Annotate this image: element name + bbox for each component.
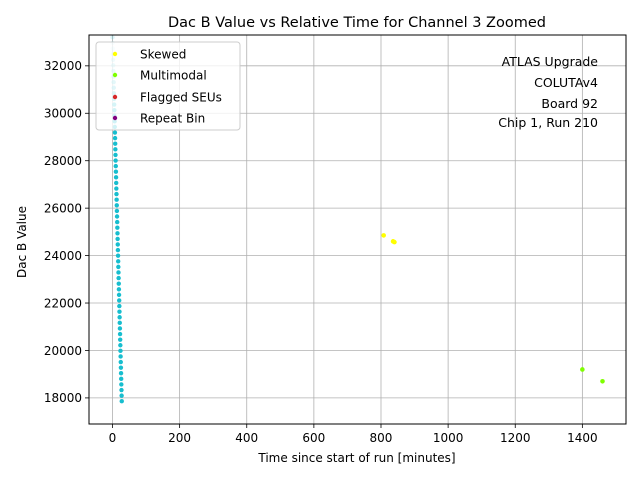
main-data-point — [114, 191, 119, 197]
main-data-point — [115, 225, 120, 230]
main-data-point — [117, 315, 122, 320]
x-tick-label: 1000 — [433, 431, 464, 445]
x-axis-label: Time since start of run [minutes] — [257, 451, 455, 465]
main-data-point — [117, 303, 122, 309]
annotation-line: Chip 1, Run 210 — [498, 115, 598, 130]
y-tick-label: 18000 — [44, 391, 82, 405]
annotation-box: ATLAS Upgrade COLUTAv4 Board 92 Chip 1, … — [498, 54, 598, 130]
y-tick-label: 30000 — [44, 107, 82, 121]
y-axis-label: Dac B Value — [15, 206, 29, 278]
legend: Skewed Multimodal Flagged SEUs Repeat Bi… — [95, 41, 241, 131]
grid-lines — [89, 35, 626, 424]
main-data-point — [118, 376, 124, 382]
main-data-point — [116, 264, 121, 270]
main-data-point — [115, 219, 120, 225]
main-data-point — [114, 180, 119, 186]
legend-label: Flagged SEUs — [140, 91, 222, 105]
main-data-point — [118, 343, 123, 348]
y-tick-label: 20000 — [44, 344, 82, 358]
main-data-point — [115, 259, 121, 264]
main-data-point — [113, 175, 119, 180]
main-data-point — [115, 236, 120, 242]
legend-label: Repeat Bin — [140, 112, 205, 126]
series-data-point — [392, 239, 397, 245]
main-data-point — [119, 393, 124, 398]
x-tick-label: 1400 — [567, 431, 598, 445]
main-data-point — [112, 130, 118, 135]
main-data-point — [113, 163, 118, 169]
main-data-point — [117, 309, 122, 314]
x-tick-label: 0 — [109, 431, 117, 445]
plot-frame — [88, 34, 627, 425]
series-data-point — [600, 379, 605, 384]
main-data-point — [115, 247, 121, 253]
legend-box — [95, 41, 241, 131]
main-data-point — [116, 298, 122, 303]
x-tick-label: 400 — [235, 431, 258, 445]
chart-title: Dac B Value vs Relative Time for Channel… — [168, 15, 546, 31]
main-data-point — [112, 135, 118, 141]
main-data-point — [119, 382, 124, 387]
main-data-point — [113, 158, 118, 163]
main-data-point — [114, 186, 119, 191]
main-data-point — [115, 231, 120, 236]
main-data-point — [117, 326, 123, 331]
y-tick-label: 24000 — [44, 249, 82, 263]
main-data-point — [113, 147, 118, 152]
main-data-point — [119, 387, 124, 393]
main-data-point — [113, 169, 119, 174]
main-data-point — [115, 253, 121, 258]
legend-label: Multimodal — [140, 69, 207, 83]
main-data-point — [114, 208, 120, 214]
main-data-point — [118, 371, 124, 376]
main-data-point — [118, 354, 123, 359]
x-tick-label: 1200 — [500, 431, 531, 445]
main-data-point — [114, 214, 120, 219]
y-tick-label: 32000 — [44, 59, 82, 73]
annotation-line: Board 92 — [541, 96, 598, 111]
main-data-point — [119, 399, 124, 404]
legend-marker — [112, 94, 118, 100]
x-tick-label: 200 — [168, 431, 191, 445]
main-data-point — [116, 275, 121, 281]
main-data-point — [118, 359, 123, 365]
y-tick-label: 22000 — [44, 296, 82, 310]
main-data-point — [117, 337, 123, 342]
annotation-line: COLUTAv4 — [534, 75, 598, 90]
main-data-point — [115, 242, 120, 247]
main-data-point — [116, 292, 122, 298]
x-tick-label: 800 — [370, 431, 393, 445]
main-data-point — [114, 197, 119, 202]
main-data-point — [117, 320, 122, 326]
main-data-point — [118, 348, 123, 354]
main-data-point — [114, 203, 119, 208]
annotation-line: ATLAS Upgrade — [502, 54, 599, 69]
y-tick-label: 26000 — [44, 201, 82, 215]
main-data-point — [117, 331, 123, 337]
main-data-point — [113, 152, 118, 158]
main-data-point — [118, 365, 124, 370]
legend-marker — [112, 51, 118, 57]
main-data-point — [113, 141, 118, 146]
axis-ticks: 0 200 400 600 800 1000 1200 1400 18000 20000 22000… — [44, 59, 598, 445]
legend-label: Skewed — [140, 48, 186, 62]
y-tick-label: 28000 — [44, 154, 82, 168]
main-data-point — [116, 287, 122, 292]
x-tick-label: 600 — [302, 431, 325, 445]
legend-marker — [112, 115, 118, 121]
legend-marker — [112, 72, 118, 78]
series-data-point — [580, 367, 585, 372]
main-data-point — [116, 281, 121, 286]
main-data-point — [116, 270, 121, 275]
main-data-point — [110, 35, 115, 40]
series-data-point — [381, 233, 386, 238]
